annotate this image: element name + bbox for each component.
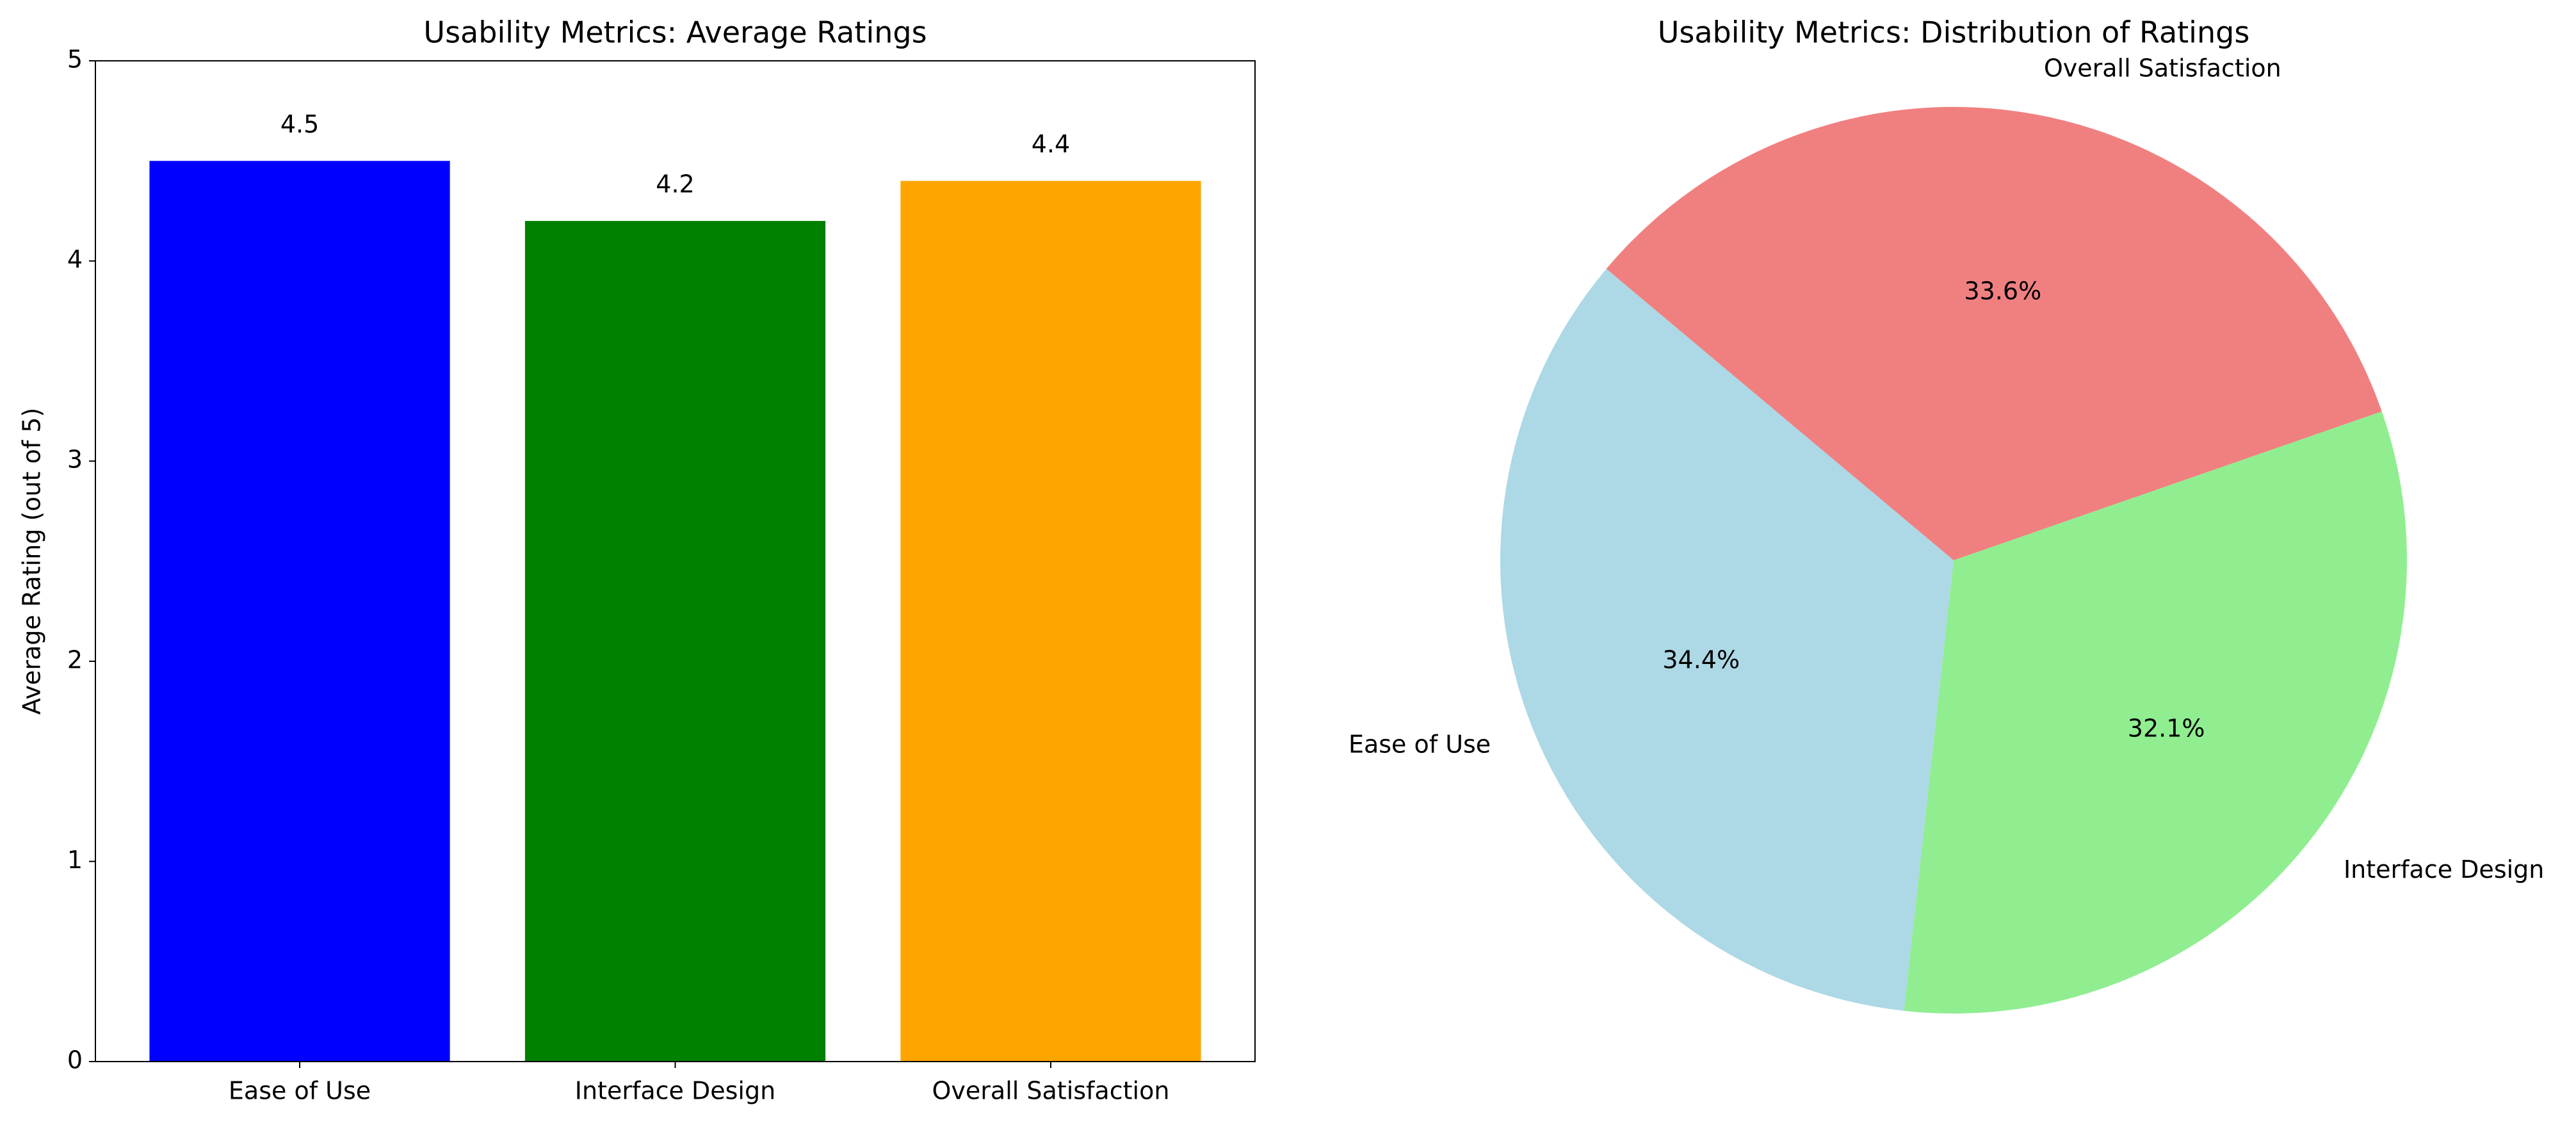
y-axis-label: Average Rating (out of 5) xyxy=(18,408,46,715)
bar-value-label: 4.2 xyxy=(656,170,694,198)
pie-label: Interface Design xyxy=(2344,855,2544,884)
x-tick-label: Overall Satisfaction xyxy=(932,1077,1170,1105)
y-tick-label: 1 xyxy=(67,846,83,874)
x-tick-label: Interface Design xyxy=(575,1077,775,1105)
pie-wedge xyxy=(1500,268,1954,1011)
pie-value-label: 34.4% xyxy=(1662,646,1740,674)
bar-value-label: 4.5 xyxy=(280,110,319,138)
pie-wedge xyxy=(1904,411,2407,1014)
pie-label: Overall Satisfaction xyxy=(2044,54,2281,83)
bar xyxy=(149,161,450,1062)
pie-label: Ease of Use xyxy=(1349,730,1491,758)
pie-value-label: 32.1% xyxy=(2128,714,2205,742)
chart-title: Usability Metrics: Distribution of Ratin… xyxy=(1658,15,2250,50)
axes-frame xyxy=(95,60,1256,1062)
bar xyxy=(900,181,1201,1062)
x-tick-label: Ease of Use xyxy=(229,1077,371,1105)
pie-value-label: 33.6% xyxy=(1964,277,2041,305)
pie-wedge xyxy=(1606,107,2382,560)
y-tick-label: 2 xyxy=(67,645,83,674)
y-tick-label: 5 xyxy=(67,45,83,74)
y-tick-label: 4 xyxy=(67,245,83,273)
bar xyxy=(524,221,826,1062)
y-tick-label: 3 xyxy=(67,446,83,474)
y-tick-label: 0 xyxy=(67,1046,83,1074)
chart-title: Usability Metrics: Average Ratings xyxy=(423,15,927,50)
bar-value-label: 4.4 xyxy=(1032,130,1070,158)
